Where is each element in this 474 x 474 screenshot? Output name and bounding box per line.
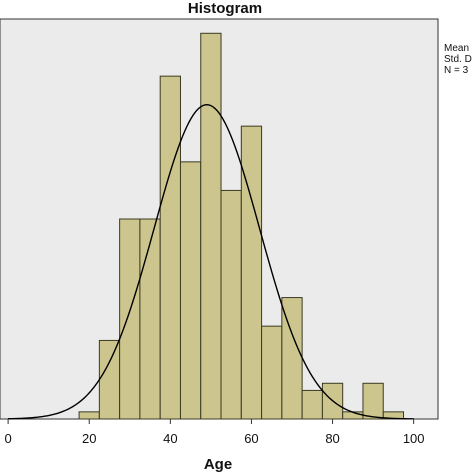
x-axis-ticks: 0 20 40 60 80 100	[4, 419, 425, 446]
legend-n: N = 3	[444, 65, 469, 76]
x-tick-label-20: 20	[82, 431, 96, 446]
histogram-bar-7	[220, 189, 242, 420]
legend: Mean Std. D N = 3	[444, 43, 472, 76]
histogram-bar-14	[362, 382, 384, 420]
histogram-bar-4	[159, 75, 181, 420]
x-tick-label-60: 60	[244, 431, 258, 446]
x-tick-label-80: 80	[325, 431, 339, 446]
normal-curve	[8, 104, 414, 420]
x-tick-label-100: 100	[403, 431, 425, 446]
histogram-bar-9	[261, 325, 283, 420]
legend-std-dev: Std. D	[444, 54, 472, 65]
x-tick-label-0: 0	[4, 431, 11, 446]
histogram-bar-3	[139, 218, 161, 420]
histogram-bar-0	[78, 411, 100, 420]
histogram-bar-1	[98, 339, 121, 420]
x-tick-label-40: 40	[163, 431, 177, 446]
chart-title: Histogram	[188, 0, 262, 17]
x-axis-label: Age	[204, 456, 232, 473]
histogram-bar-11	[301, 389, 323, 420]
histogram-bar-5	[179, 161, 202, 420]
histogram-bar-2	[119, 218, 141, 420]
histogram-bar-8	[240, 125, 263, 420]
legend-mean: Mean	[444, 43, 469, 54]
histogram-bar-6	[200, 32, 222, 420]
